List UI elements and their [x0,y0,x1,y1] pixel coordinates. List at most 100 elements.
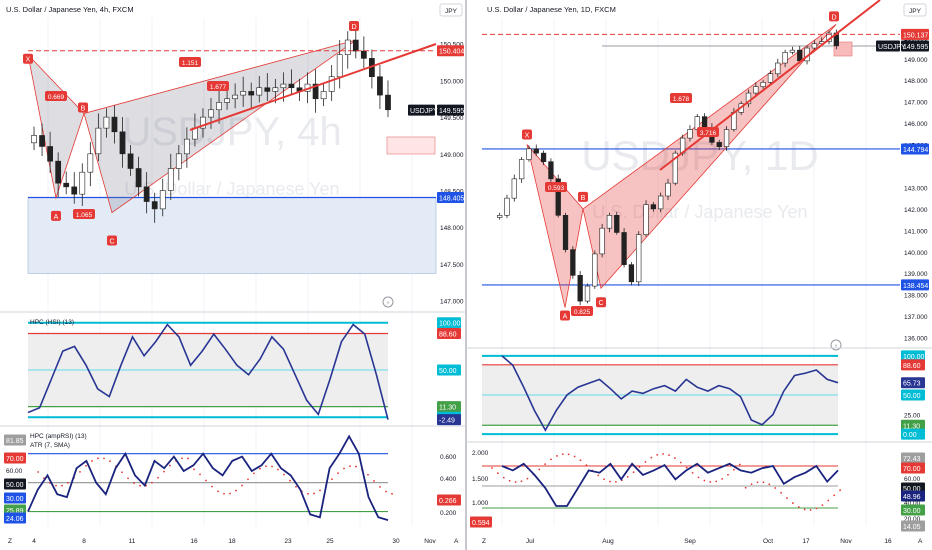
left-atr-label: ATR (7, SMA) [30,442,70,449]
right-atr-dot [615,480,617,483]
right-hsi-tag: 11.30 [903,423,920,430]
left-atr-dot [373,480,375,482]
right-price-tag-bg [901,28,929,40]
right-price-tick: 140.000 [904,250,928,257]
left-rsi-tag: 81.85 [6,438,24,445]
right-atr-dot [803,508,806,511]
right-atr-dot [691,471,694,474]
right-rsi-line [501,462,839,507]
left-atr-dot [169,464,171,467]
right-atr-dot [786,497,788,499]
left-ratio-label: 1.151 [182,60,199,67]
right-trend-line [659,0,881,171]
left-atr-dot [121,471,123,474]
right-zoom-icon[interactable]: Z [482,538,486,545]
right-atr-dot [685,466,688,469]
right-ratio-label: 0.593 [548,185,565,192]
candle [119,131,126,155]
candle [167,168,174,191]
right-hsi-tick: 25.00 [904,413,921,420]
left-auto-scale-button[interactable]: A [454,538,459,545]
left-point-A-bg [51,210,61,221]
right-atr-dot [839,489,841,492]
right-atr-dot [556,455,558,457]
candle [562,215,569,250]
right-rsi-right-tag: 30.00 [903,508,921,515]
left-point-B: B [81,105,86,112]
left-atr-dot [55,484,57,487]
right-symbol-tag-bg [876,40,900,52]
left-price-tick: 147.500 [440,262,464,269]
right-atr-dot [514,481,517,483]
right-rsi-tag-bg [470,516,492,528]
candle [288,83,295,89]
left-point-D-bg [349,21,359,32]
left-atr-dot [205,479,207,482]
right-atr-dot [821,504,824,507]
left-atr-dot [289,479,291,482]
right-rsi-right-tag-bg [901,462,925,474]
candle [39,135,45,147]
right-currency-button[interactable] [903,3,927,17]
candle [555,178,561,216]
left-hsi-line [27,323,389,420]
left-atr-dot [109,460,111,463]
right-hsi-tag-bg [901,419,925,431]
right-atr-dot [674,457,676,459]
left-price-tag-bg [437,104,464,116]
right-ratio-bg [670,93,692,103]
left-zoom-icon[interactable]: Z [8,538,12,545]
right-date-tick: 16 [884,538,892,545]
right-atr-dot [774,487,777,489]
left-price-tick: 149.000 [440,152,464,159]
candle [264,87,271,92]
right-atr-dot [662,453,664,455]
right-atr-dot [579,459,582,462]
right-atr-dot [603,478,605,481]
left-price-tag-bg [437,192,464,204]
right-atr-dot [827,499,830,502]
right-price-tag: 138.454 [903,283,928,290]
right-hsi-tag-bg [901,359,925,371]
left-atr-dot [235,489,237,492]
left-ratio-label: 1.065 [76,212,93,219]
left-currency-button[interactable] [439,3,463,17]
candle [767,73,774,83]
left-lightning-icon[interactable] [382,296,394,308]
left-currency-label: JPY [445,8,458,15]
right-price-tick: 141.000 [904,228,928,235]
right-point-X: X [525,133,530,140]
left-atr-dot [223,492,225,495]
candle [248,91,255,96]
right-date-tick: Aug [602,538,614,545]
candle [55,160,62,184]
right-atr-dot [792,502,794,504]
right-atr-dot [585,464,588,467]
right-atr-dot [538,468,541,471]
left-atr-dot [265,465,267,468]
candle [782,52,788,64]
right-price-tick: 136.000 [904,336,928,343]
right-date-tick: Oct [763,538,773,545]
right-rsi-right-tag-bg [901,490,925,502]
candle [643,204,649,235]
left-ratio-bg [45,91,67,101]
right-price-tick: 137.000 [904,314,928,321]
right-atr-dot [567,453,570,456]
right-rsi-right-tag: 72.43 [903,456,921,463]
right-date-tick: Jul [526,538,535,545]
candle [336,54,343,78]
left-atr-dot [139,484,141,487]
right-atr-dot [697,476,700,479]
left-atr-dot [355,465,357,468]
left-pattern-bcd [83,39,357,214]
right-auto-scale-button[interactable]: A [918,538,923,545]
left-price-tag: 150.404 [439,49,464,56]
left-atr-dot [385,490,387,493]
candle [127,153,134,169]
left-hsi-tag-bg [437,364,461,376]
left-date-tick: 30 [392,538,400,545]
candle [47,146,53,162]
candle [533,148,539,154]
